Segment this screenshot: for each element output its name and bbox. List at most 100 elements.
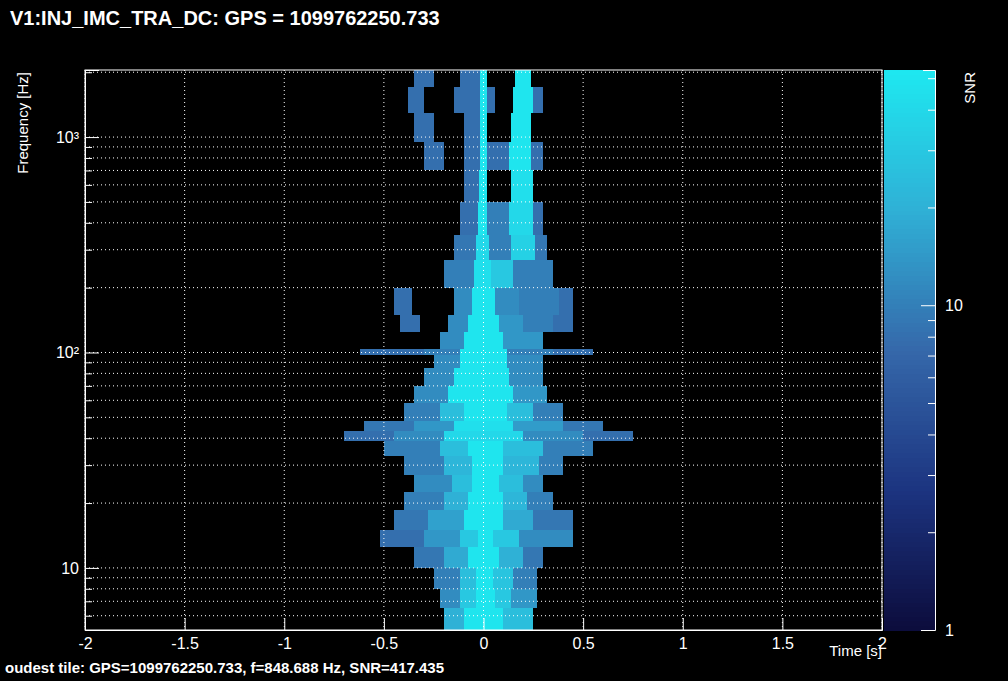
tile bbox=[400, 315, 420, 332]
tick-mark bbox=[185, 618, 186, 630]
tile bbox=[533, 403, 563, 421]
colorbar-step bbox=[884, 79, 935, 84]
tick: 10 bbox=[61, 560, 99, 577]
tick-mark bbox=[85, 72, 92, 73]
tile bbox=[460, 355, 508, 367]
tile bbox=[513, 421, 563, 431]
tick-label: 1 bbox=[679, 635, 688, 652]
grid-line bbox=[85, 577, 882, 578]
tick-mark bbox=[782, 618, 783, 630]
colorbar-step bbox=[884, 425, 935, 430]
tick-mark bbox=[921, 630, 935, 631]
tile bbox=[444, 492, 468, 510]
colorbar-step bbox=[884, 611, 935, 616]
colorbar-step bbox=[884, 247, 935, 252]
tick-label: 0.5 bbox=[573, 635, 595, 652]
cells bbox=[344, 70, 633, 630]
colorbar-step bbox=[884, 177, 935, 182]
tile bbox=[478, 530, 494, 547]
tick bbox=[928, 475, 935, 476]
colorbar-step bbox=[884, 154, 935, 159]
tile bbox=[499, 475, 523, 492]
tile bbox=[460, 589, 476, 608]
colorbar-step bbox=[884, 448, 935, 453]
tile bbox=[414, 547, 444, 568]
grid-line bbox=[85, 157, 882, 158]
colorbar-step bbox=[884, 597, 935, 602]
tick-mark bbox=[928, 78, 935, 79]
title: V1:INJ_IMC_TRA_DC: GPS = 1099762250.733 bbox=[10, 7, 440, 29]
colorbar-step bbox=[884, 490, 935, 495]
tick bbox=[85, 72, 92, 73]
tile bbox=[460, 568, 476, 589]
tick bbox=[85, 417, 92, 418]
tile bbox=[394, 288, 412, 315]
colorbar-step bbox=[884, 173, 935, 178]
colorbar-step bbox=[884, 327, 935, 332]
tick bbox=[85, 362, 92, 363]
tile bbox=[553, 315, 573, 332]
tile bbox=[519, 288, 559, 315]
tick-mark bbox=[921, 305, 935, 306]
tick-mark bbox=[85, 288, 92, 289]
tile bbox=[444, 260, 474, 288]
colorbar-step bbox=[884, 369, 935, 374]
colorbar-step bbox=[884, 485, 935, 490]
tile bbox=[531, 142, 543, 171]
colorbar-step bbox=[884, 481, 935, 486]
tick-mark bbox=[583, 618, 584, 630]
annotation: oudest tile: GPS=1099762250.733, f=848.6… bbox=[5, 659, 444, 676]
tick bbox=[928, 377, 935, 378]
tick bbox=[85, 147, 92, 148]
tick-mark bbox=[85, 386, 92, 387]
tile bbox=[523, 475, 543, 492]
tile bbox=[468, 315, 500, 332]
colorbar-step bbox=[884, 518, 935, 523]
grid-line bbox=[383, 70, 384, 630]
tile bbox=[499, 547, 523, 568]
tile bbox=[507, 355, 543, 367]
colorbar-step bbox=[884, 135, 935, 140]
colorbar-step bbox=[884, 205, 935, 210]
tile bbox=[503, 492, 527, 510]
colorbar-step bbox=[884, 224, 935, 229]
colorbar-step bbox=[884, 266, 935, 271]
tile bbox=[493, 530, 519, 547]
colorbar-step bbox=[884, 560, 935, 565]
tile bbox=[523, 315, 553, 332]
tile bbox=[424, 530, 460, 547]
tile bbox=[535, 235, 547, 259]
grid-line bbox=[782, 70, 783, 630]
tile bbox=[509, 368, 543, 386]
tile bbox=[440, 441, 468, 457]
colorbar-step bbox=[884, 471, 935, 476]
tick-label: -1 bbox=[278, 635, 292, 652]
tick-mark bbox=[384, 618, 385, 630]
tile bbox=[523, 547, 543, 568]
tile bbox=[454, 368, 510, 386]
tile bbox=[434, 355, 460, 367]
tile bbox=[503, 608, 533, 630]
colorbar-step bbox=[884, 616, 935, 621]
tile bbox=[476, 568, 494, 589]
grid-line bbox=[85, 362, 882, 363]
colorbar-step bbox=[884, 476, 935, 481]
tick-mark bbox=[928, 150, 935, 151]
tick bbox=[85, 223, 92, 224]
tile bbox=[527, 492, 553, 510]
tick-mark bbox=[85, 202, 92, 203]
tile bbox=[464, 403, 508, 421]
tick-mark bbox=[85, 147, 92, 148]
axis-line bbox=[923, 71, 936, 631]
tick bbox=[85, 250, 92, 251]
tile bbox=[476, 235, 490, 259]
tick-label: 10² bbox=[56, 344, 80, 361]
colorbar-step bbox=[884, 75, 935, 80]
tile bbox=[464, 608, 504, 630]
tile bbox=[503, 510, 533, 530]
tile bbox=[478, 202, 488, 235]
plot-frame bbox=[85, 70, 882, 630]
tile bbox=[511, 589, 537, 608]
colorbar-step bbox=[884, 373, 935, 378]
grid-line bbox=[85, 567, 882, 568]
